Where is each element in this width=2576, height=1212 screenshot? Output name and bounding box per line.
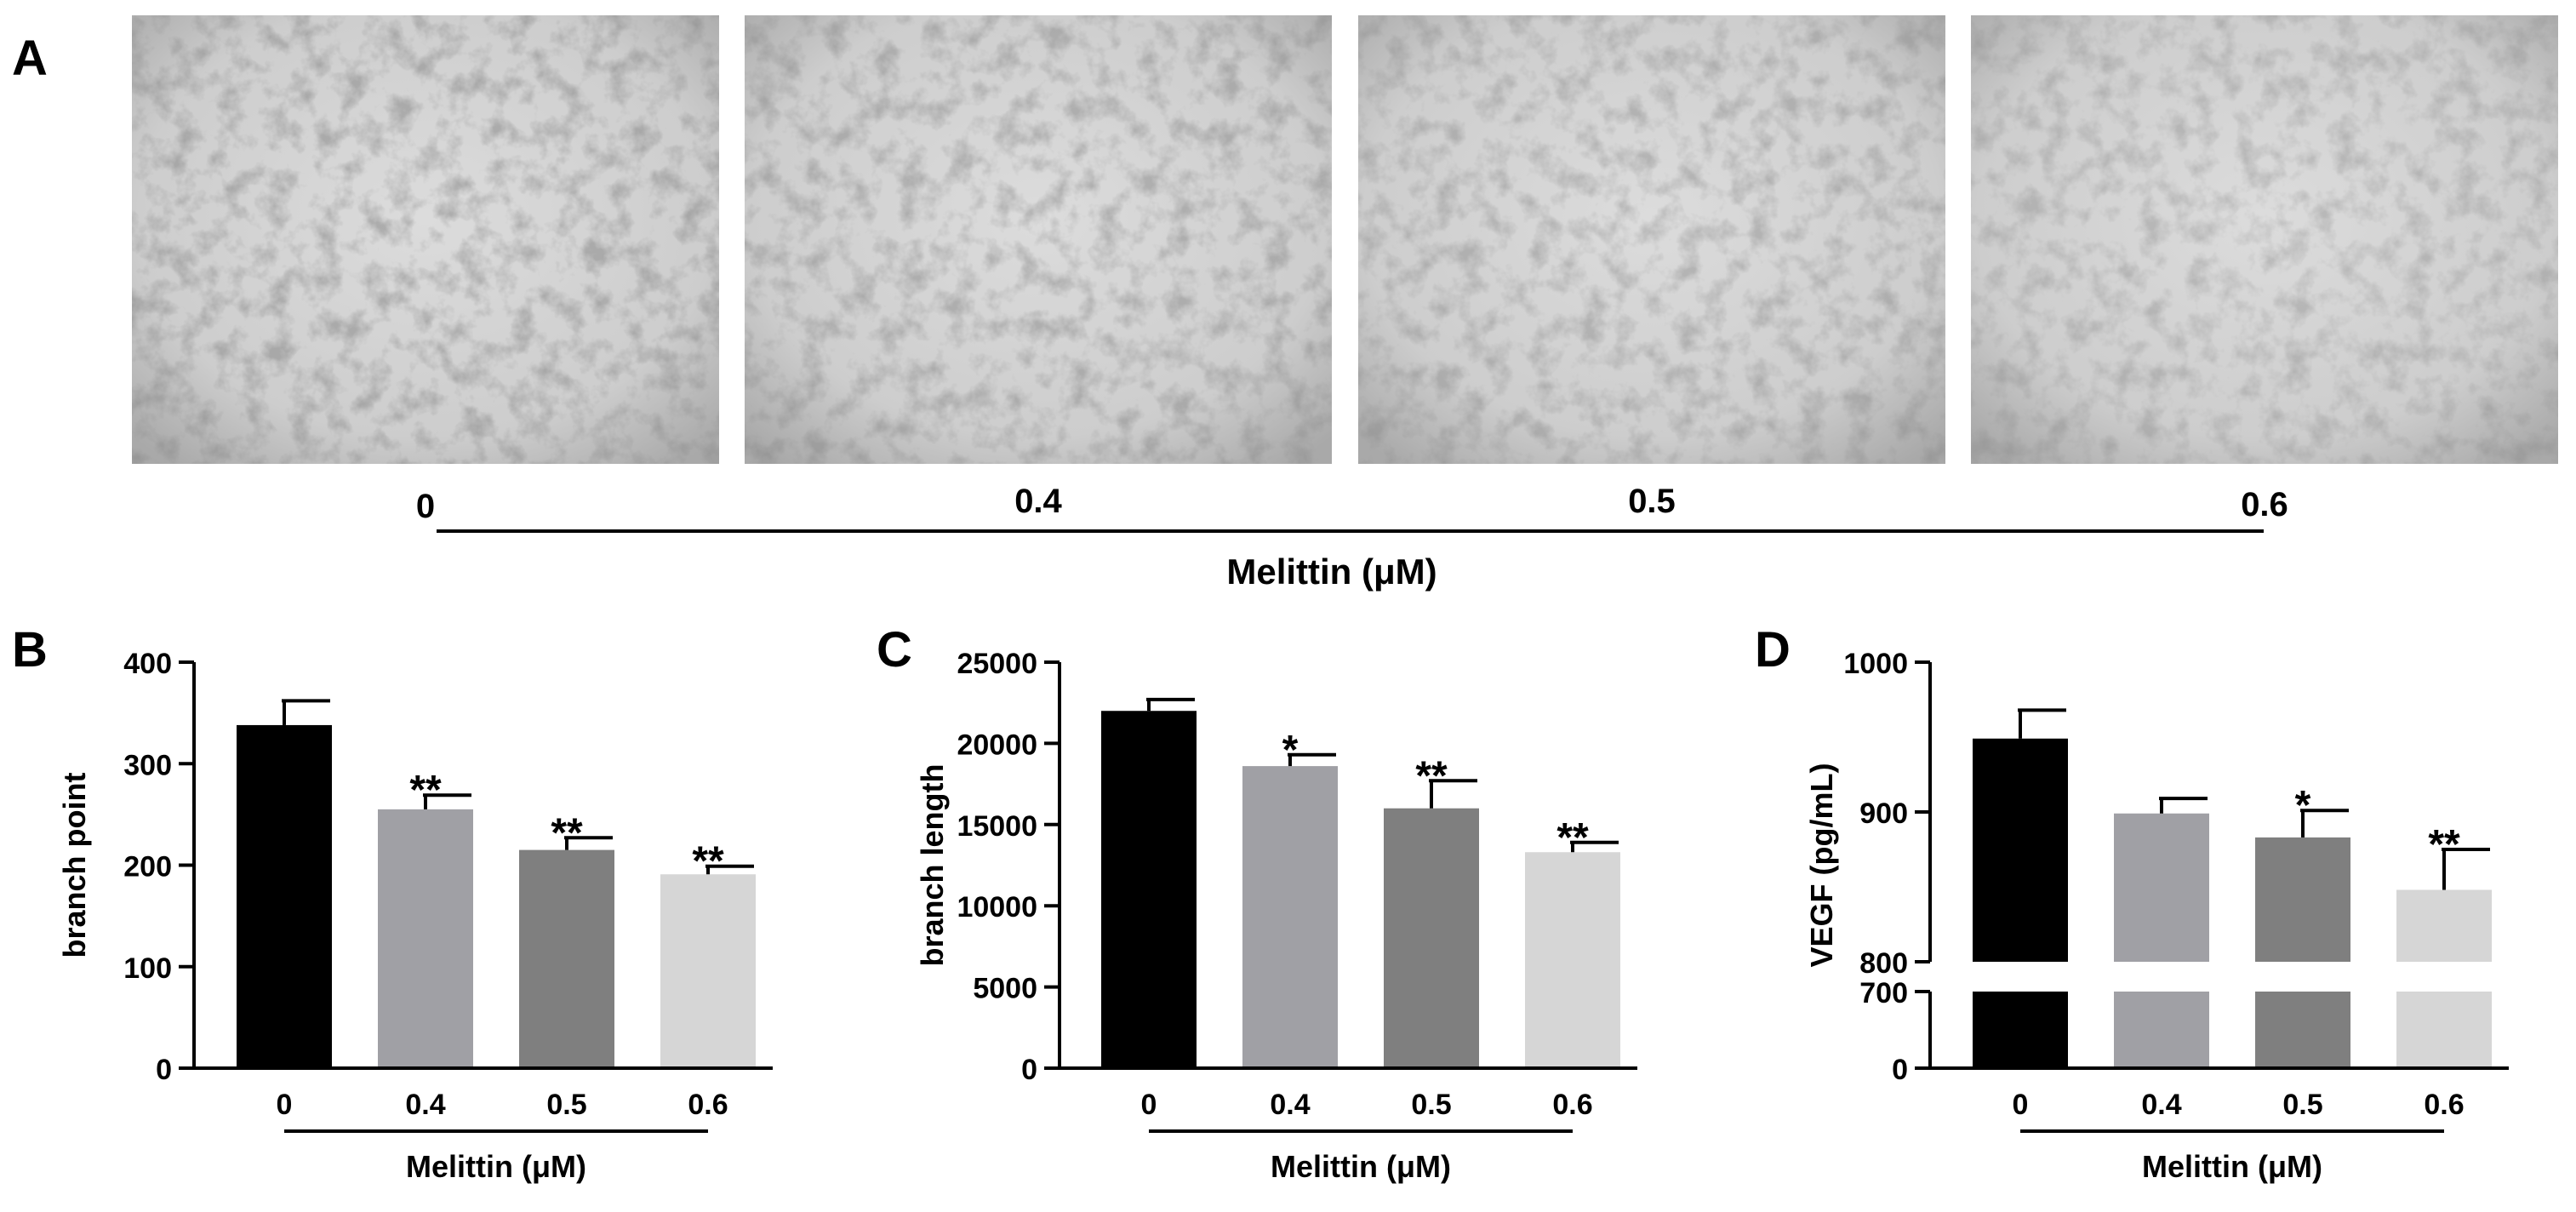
panel-letter-a: A <box>12 31 48 86</box>
significance-label: ** <box>2428 822 2460 867</box>
bar <box>1973 738 2068 962</box>
micrograph-0 <box>132 15 719 464</box>
image-label-0.5: 0.5 <box>1628 483 1676 520</box>
x-tick-label: 0.5 <box>2282 1089 2322 1121</box>
y-tick-label: 0 <box>1021 1054 1037 1086</box>
y-tick-label: 10000 <box>957 891 1037 923</box>
micrograph-0.4 <box>745 15 1332 464</box>
y-tick-label: 300 <box>123 749 172 781</box>
x-axis-label: Melittin (μM) <box>406 1149 586 1184</box>
bar <box>2114 813 2209 962</box>
significance-label: ** <box>1415 753 1448 798</box>
y-tick-label: 700 <box>1859 977 1908 1009</box>
bar <box>1101 711 1197 1068</box>
micrograph-0.5 <box>1358 15 1945 464</box>
panel-letter-c: C <box>877 622 912 677</box>
x-tick-label: 0 <box>1141 1089 1157 1121</box>
bar-lower <box>1973 992 2068 1068</box>
bar-lower <box>2396 992 2492 1068</box>
y-tick-label: 0 <box>156 1054 172 1086</box>
significance-label: ** <box>551 810 583 855</box>
chart-branch-length: 0 5000 10000 15000 20000 25000 branch length 0 *… <box>915 648 1637 1184</box>
x-tick-label: 0.4 <box>1270 1089 1310 1121</box>
bar-lower <box>2114 992 2209 1068</box>
x-tick-label: 0 <box>277 1089 293 1121</box>
micrograph-0.6 <box>1971 15 2558 464</box>
y-tick-label: 900 <box>1859 798 1908 830</box>
dose-axis-title-a: Melittin (μM) <box>1226 552 1437 592</box>
significance-label: * <box>2295 783 2311 828</box>
y-tick-label: 800 <box>1859 947 1908 980</box>
image-label-0: 0 <box>416 488 435 525</box>
significance-label: * <box>1282 728 1299 773</box>
bar <box>1242 766 1338 1068</box>
y-tick-label: 200 <box>123 851 172 883</box>
y-tick-label: 20000 <box>957 729 1037 761</box>
y-tick-label: 25000 <box>957 648 1037 680</box>
bar <box>1525 852 1620 1068</box>
image-label-0.4: 0.4 <box>1014 483 1062 520</box>
x-tick-label: 0.6 <box>1552 1089 1592 1121</box>
y-tick-label: 15000 <box>957 810 1037 843</box>
y-tick-label: 5000 <box>973 973 1037 1005</box>
bar <box>660 874 756 1068</box>
x-axis-label: Melittin (μM) <box>2142 1149 2322 1184</box>
panel-letter-d: D <box>1755 622 1791 677</box>
y-tick-label: 0 <box>1892 1054 1908 1086</box>
bar <box>2255 837 2350 962</box>
chart-branch-point: 0 100 200 300 400 branch point 0 ** 0.4 ** 0.5 ** 0.… <box>57 648 773 1184</box>
x-tick-label: 0.5 <box>546 1089 586 1121</box>
y-axis-label: branch length <box>915 763 950 966</box>
y-tick-label: 400 <box>123 648 172 680</box>
x-tick-label: 0.4 <box>405 1089 445 1121</box>
bar <box>378 809 473 1068</box>
x-axis-label: Melittin (μM) <box>1271 1149 1451 1184</box>
y-tick-label: 100 <box>123 952 172 985</box>
y-axis-label: VEGF (pg/mL) <box>1804 763 1839 968</box>
x-tick-label: 0.5 <box>1411 1089 1451 1121</box>
panel-letter-b: B <box>12 622 48 677</box>
significance-label: ** <box>1556 815 1589 860</box>
bar <box>519 849 614 1068</box>
bar <box>1384 808 1479 1068</box>
y-tick-label: 1000 <box>1843 648 1908 680</box>
bar-lower <box>2255 992 2350 1068</box>
significance-label: ** <box>409 768 442 813</box>
significance-label: ** <box>692 839 724 884</box>
image-label-0.6: 0.6 <box>2241 486 2288 523</box>
y-axis-label: branch point <box>57 773 92 958</box>
x-tick-label: 0.6 <box>688 1089 728 1121</box>
bar <box>237 724 332 1068</box>
x-tick-label: 0 <box>2013 1089 2029 1121</box>
bar <box>2396 889 2492 962</box>
x-tick-label: 0.6 <box>2424 1089 2464 1121</box>
x-tick-label: 0.4 <box>2141 1089 2181 1121</box>
